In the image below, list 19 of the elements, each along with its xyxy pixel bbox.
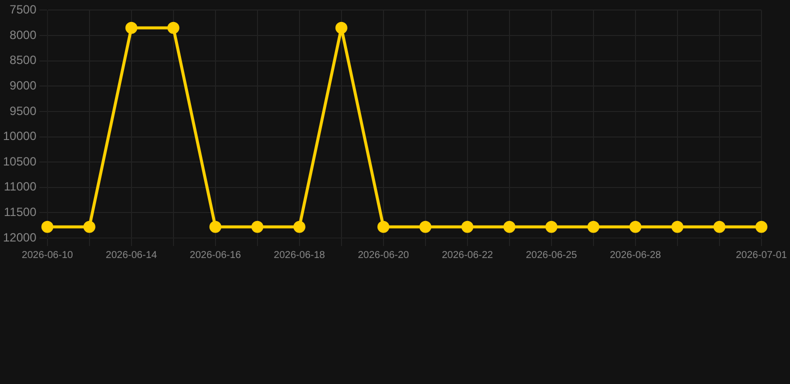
x-tick-label: 2026-06-25 <box>526 250 578 261</box>
y-tick-label: 9000 <box>10 78 37 92</box>
x-tick-label: 2026-06-28 <box>610 250 662 261</box>
x-tick-label: 2026-06-20 <box>358 250 410 261</box>
x-tick-label: 2026-06-14 <box>106 250 158 261</box>
y-tick-label: 8000 <box>10 28 37 42</box>
y-tick-label: 7500 <box>10 2 37 17</box>
x-tick-label: 2026-06-22 <box>442 250 494 261</box>
y-tick-label: 10500 <box>2 154 37 168</box>
x-tick-label: 2026-06-18 <box>274 250 326 261</box>
y-tick-label: 10000 <box>2 129 37 144</box>
y-tick-label: 8500 <box>10 53 37 68</box>
y-tick-label: 9500 <box>10 104 37 118</box>
x-tick-label: 2026-06-10 <box>22 250 74 261</box>
x-tick-label: 2026-06-16 <box>190 250 242 261</box>
x-tick-label: 2026-07-01 <box>736 250 788 261</box>
y-tick-label: 11000 <box>4 180 37 194</box>
y-tick-label: 11500 <box>4 205 37 219</box>
y-tick-label: 12000 <box>2 230 37 244</box>
